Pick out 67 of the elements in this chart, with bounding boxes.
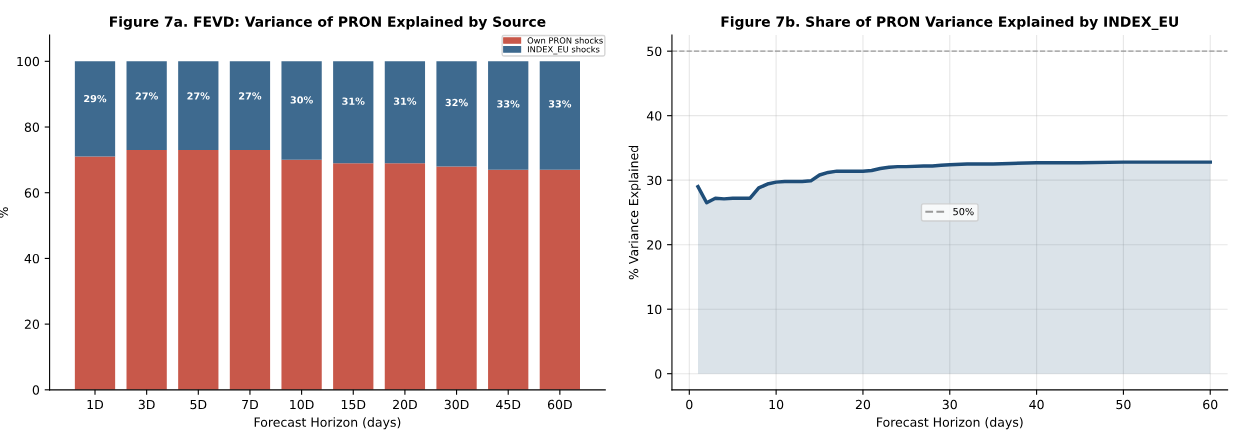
data-label: 31% — [342, 97, 365, 105]
y-tick-label: 100 — [17, 56, 40, 67]
bar — [436, 61, 477, 167]
x-tick-label: 45D — [496, 399, 521, 410]
bar — [74, 156, 116, 390]
bar — [281, 61, 322, 160]
x-tick-label: 40 — [1029, 399, 1044, 410]
bar — [178, 61, 219, 151]
x-tick-label: 5D — [190, 399, 207, 410]
x-tick-label: 0 — [686, 399, 693, 410]
x-tick-label: 60D — [547, 399, 572, 410]
y-tick-label: 40 — [646, 111, 662, 121]
bar — [126, 61, 167, 151]
chart-title: Figure 7a. FEVD: Variance of PRON Explained by Source — [110, 16, 546, 30]
data-label: 27% — [239, 92, 262, 100]
data-label: 32% — [445, 98, 468, 107]
bar — [281, 159, 322, 390]
x-tick-label: 15D — [341, 399, 366, 410]
y-tick-label: 60 — [24, 188, 40, 198]
data-label: 27% — [187, 92, 210, 100]
bar — [384, 163, 426, 390]
data-label: 33% — [548, 100, 572, 108]
bar — [488, 169, 529, 390]
y-tick-label: 50 — [647, 46, 662, 57]
data-label: 30% — [290, 96, 313, 104]
x-tick-label: 7D — [242, 399, 258, 410]
bar — [384, 61, 426, 164]
legend-label: INDEX_EU shocks — [527, 46, 600, 55]
y-axis-title: % Variance Explained — [628, 145, 641, 280]
bar — [229, 61, 271, 151]
x-tick-label: 30D — [444, 399, 469, 410]
bar — [539, 169, 580, 390]
bar — [333, 163, 374, 390]
x-tick-label: 1D — [87, 399, 104, 410]
x-tick-label: 3D — [138, 399, 155, 410]
y-tick-label: 10 — [647, 304, 662, 315]
bar — [74, 61, 116, 157]
legend-label: 50% — [953, 207, 974, 216]
x-tick-label: 20 — [855, 399, 871, 410]
x-tick-label: 60 — [1203, 399, 1218, 410]
x-tick-label: 20D — [393, 399, 417, 410]
bar — [539, 61, 580, 170]
bar — [436, 166, 477, 390]
bar — [178, 150, 219, 390]
y-tick-label: 80 — [24, 122, 40, 132]
data-label: 31% — [393, 97, 417, 105]
x-axis-title: Forecast Horizon (days) — [254, 417, 401, 430]
bar — [488, 61, 529, 170]
bar — [333, 61, 374, 164]
bar — [126, 150, 167, 390]
chart-title: Figure 7b. Share of PRON Variance Explained by INDEX_EU — [721, 16, 1178, 30]
y-tick-label: 0 — [32, 385, 40, 395]
x-tick-label: 10D — [290, 399, 314, 410]
bar — [229, 150, 271, 390]
data-label: 27% — [135, 92, 158, 100]
x-axis-title: Forecast Horizon (days) — [877, 417, 1023, 430]
x-tick-label: 50 — [1116, 399, 1131, 410]
x-tick-label: 10 — [769, 399, 784, 410]
y-tick-label: 40 — [24, 253, 40, 264]
data-label: 33% — [497, 100, 520, 108]
x-tick-label: 30 — [942, 399, 957, 410]
data-label: 29% — [84, 94, 107, 103]
legend-label: Own PRON shocks — [527, 37, 603, 44]
y-tick-label: 20 — [24, 319, 40, 330]
y-tick-label: 30 — [647, 175, 662, 186]
y-tick-label: 0 — [655, 369, 662, 379]
y-tick-label: 20 — [647, 240, 662, 250]
